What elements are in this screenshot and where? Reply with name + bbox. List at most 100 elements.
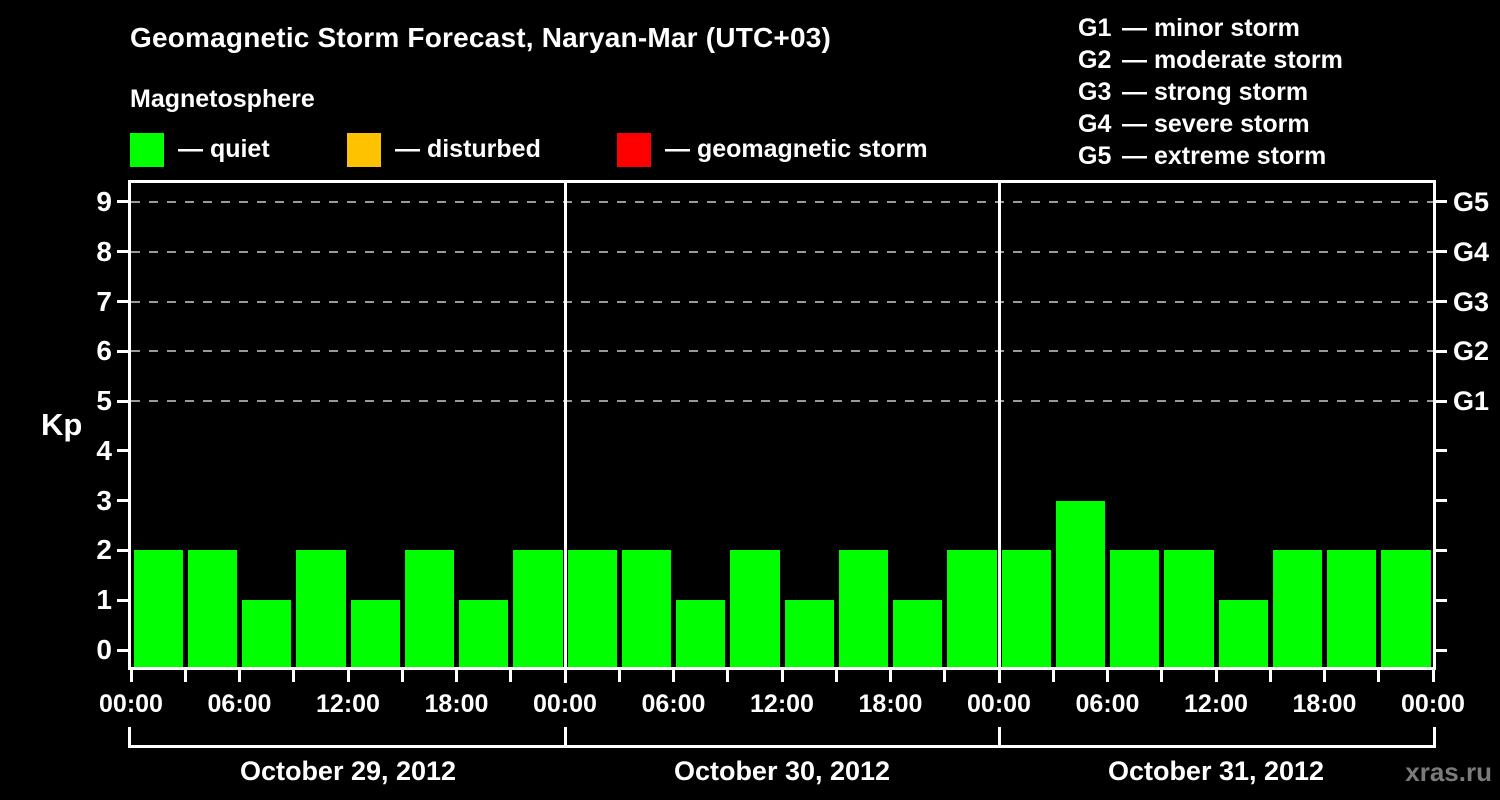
x-tick bbox=[1377, 667, 1381, 682]
g-legend-code: G2 bbox=[1078, 46, 1112, 74]
g-legend-line-G2: G2 — moderate storm bbox=[1078, 46, 1343, 78]
kp-bar-day1-3 bbox=[242, 600, 292, 667]
chart-subtitle: Magnetosphere bbox=[130, 85, 315, 113]
y-axis-label-0: 0 bbox=[96, 634, 112, 665]
x-tick bbox=[672, 667, 675, 682]
y-tick-left bbox=[117, 399, 131, 403]
x-axis-time-label: 12:00 bbox=[750, 690, 814, 718]
x-axis-time-label: 00:00 bbox=[1401, 690, 1465, 718]
date-bracket-tick bbox=[1433, 727, 1436, 745]
x-tick bbox=[780, 667, 784, 682]
x-tick bbox=[726, 667, 730, 682]
g-legend-code: G3 bbox=[1078, 78, 1112, 106]
y-axis-label-3: 3 bbox=[96, 484, 112, 516]
x-axis-time-label: 00:00 bbox=[967, 690, 1031, 718]
x-tick bbox=[1214, 667, 1218, 682]
x-tick bbox=[943, 667, 947, 682]
y-tick-left bbox=[117, 548, 131, 552]
date-label-day1: October 29, 2012 bbox=[239, 756, 457, 786]
y-tick-right bbox=[1433, 300, 1447, 304]
kp-bar-day3-6 bbox=[1272, 550, 1322, 667]
kp-bar-day1-7 bbox=[459, 600, 509, 667]
g-legend-label: — strong storm bbox=[1122, 78, 1309, 106]
y-axis-label-6: 6 bbox=[96, 335, 112, 367]
legend-swatch-quiet bbox=[130, 133, 164, 167]
kp-bar-day2-4 bbox=[730, 550, 780, 667]
x-tick bbox=[617, 667, 621, 682]
legend-label-geomagnetic-storm: — geomagnetic storm bbox=[665, 135, 928, 163]
x-axis-time-label: 18:00 bbox=[858, 690, 923, 718]
x-axis-time-label: 06:00 bbox=[641, 690, 706, 718]
date-bracket-tick bbox=[997, 727, 1001, 745]
legend-item-geomagnetic-storm: — geomagnetic storm bbox=[617, 132, 928, 168]
x-axis-time-label: 18:00 bbox=[424, 690, 489, 718]
y-tick-left bbox=[117, 449, 131, 453]
watermark: xras.ru bbox=[1405, 757, 1492, 787]
y-tick-right bbox=[1433, 399, 1447, 403]
y-axis-label-7: 7 bbox=[96, 285, 112, 317]
g-legend-code: G5 bbox=[1078, 142, 1112, 170]
y-axis-title: Kp bbox=[41, 406, 83, 442]
x-tick bbox=[292, 667, 296, 682]
kp-bar-day2-2 bbox=[621, 550, 671, 667]
kp-bar-day3-2 bbox=[1055, 500, 1105, 667]
kp-bar-day3-4 bbox=[1164, 550, 1214, 667]
date-bracket-line bbox=[128, 745, 1436, 748]
kp-bar-day1-5 bbox=[350, 600, 400, 667]
right-axis-label-G5: G5 bbox=[1453, 186, 1490, 217]
chart-title: Geomagnetic Storm Forecast, Naryan-Mar (… bbox=[130, 22, 832, 53]
legend-item-disturbed: — disturbed bbox=[347, 132, 647, 168]
y-axis-label-8: 8 bbox=[96, 235, 112, 267]
kp-bar-day3-5 bbox=[1218, 600, 1268, 667]
y-axis-label-2: 2 bbox=[96, 534, 112, 566]
date-bracket-tick bbox=[563, 727, 567, 745]
g-legend-label: — extreme storm bbox=[1122, 142, 1327, 170]
kp-bar-day2-3 bbox=[676, 600, 726, 667]
x-axis-time-label: 18:00 bbox=[1292, 690, 1357, 718]
right-axis-label-G2: G2 bbox=[1453, 336, 1490, 367]
kp-bar-day1-6 bbox=[404, 550, 454, 667]
y-axis-label-4: 4 bbox=[96, 434, 112, 466]
g-legend-line-G3: G3 — strong storm bbox=[1078, 78, 1343, 110]
kp-bar-day3-3 bbox=[1110, 550, 1160, 667]
legend-swatch-geomagnetic-storm bbox=[617, 133, 651, 167]
kp-bar-day2-1 bbox=[567, 550, 617, 667]
g-legend-code: G1 bbox=[1078, 14, 1112, 42]
g-legend-line-G1: G1 — minor storm bbox=[1078, 14, 1343, 46]
x-tick bbox=[889, 667, 892, 682]
g-legend-label: — moderate storm bbox=[1122, 46, 1343, 74]
kp-bar-day3-7 bbox=[1327, 550, 1377, 667]
y-tick-left bbox=[117, 648, 131, 652]
kp-bar-day1-2 bbox=[187, 550, 237, 667]
y-tick-right bbox=[1433, 598, 1447, 602]
y-tick-right bbox=[1433, 200, 1447, 204]
y-tick-right bbox=[1433, 250, 1447, 254]
g-legend-label: — severe storm bbox=[1122, 110, 1310, 138]
kp-bar-day1-1 bbox=[133, 550, 183, 667]
day-separator bbox=[563, 183, 567, 683]
y-tick-right bbox=[1433, 449, 1447, 453]
date-bracket-tick bbox=[128, 727, 131, 745]
kp-bar-day2-5 bbox=[784, 600, 834, 667]
x-tick bbox=[834, 667, 838, 682]
g-legend-label: — minor storm bbox=[1122, 14, 1300, 42]
y-tick-left bbox=[117, 250, 131, 254]
x-tick bbox=[183, 667, 187, 682]
x-tick bbox=[1268, 667, 1272, 682]
g-storm-legend: G1 — minor storm G2 — moderate storm G3 — str… bbox=[1078, 14, 1343, 174]
y-tick-left bbox=[117, 349, 131, 353]
x-tick bbox=[1051, 667, 1055, 682]
gridline-kp6 bbox=[131, 350, 1433, 353]
right-axis-label-G3: G3 bbox=[1453, 286, 1490, 317]
x-axis-time-label: 06:00 bbox=[207, 690, 272, 718]
legend-item-quiet: — quiet bbox=[130, 132, 430, 168]
date-label-day2: October 30, 2012 bbox=[673, 756, 891, 786]
y-tick-right bbox=[1433, 548, 1447, 552]
y-tick-left bbox=[117, 200, 131, 204]
x-axis-time-label: 12:00 bbox=[316, 690, 380, 718]
x-tick bbox=[129, 667, 133, 682]
gridline-kp5 bbox=[131, 400, 1433, 403]
x-axis-time-label: 06:00 bbox=[1075, 690, 1140, 718]
y-tick-left bbox=[117, 499, 131, 503]
